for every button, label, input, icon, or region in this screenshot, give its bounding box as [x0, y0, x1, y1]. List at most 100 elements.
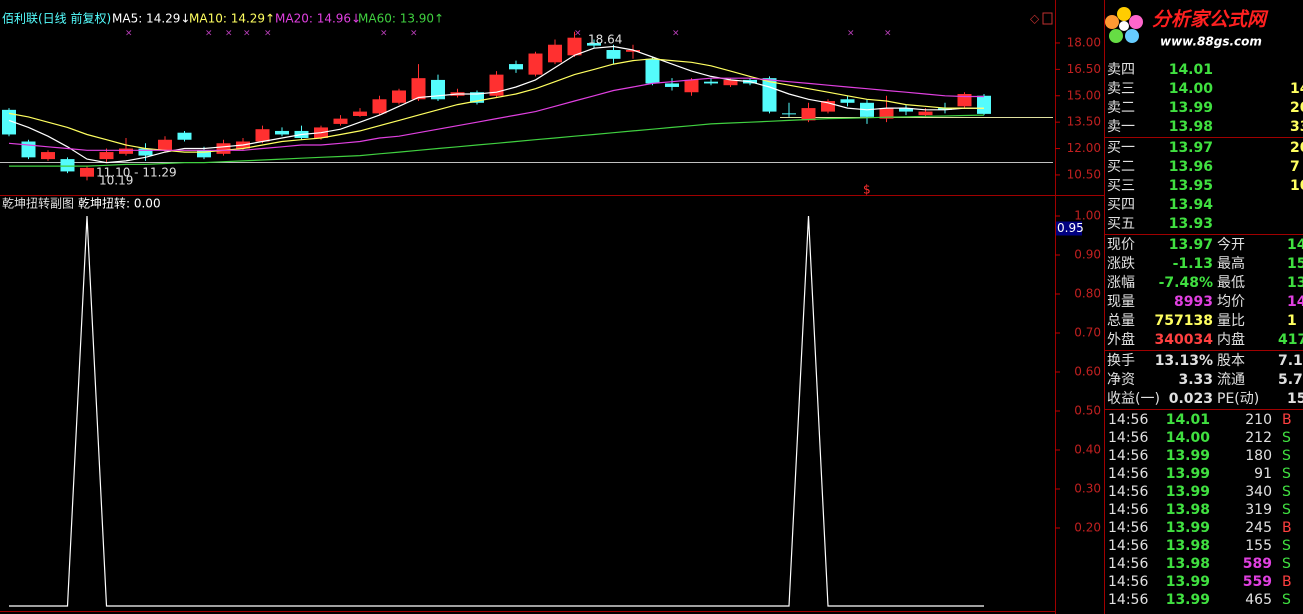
- petal: [1129, 15, 1143, 29]
- chart-title: 佰利联(日线 前复权): [2, 11, 111, 26]
- marker: ×: [574, 29, 582, 39]
- trade-price: 13.99: [1166, 574, 1210, 590]
- book-volume: 10: [1290, 178, 1303, 194]
- trade-time: 14:56: [1108, 484, 1148, 500]
- y-tick-label: 0.20: [1074, 521, 1101, 535]
- trade-volume: 340: [1245, 484, 1272, 500]
- candle-body: [197, 150, 211, 158]
- ma-line: [8, 77, 984, 151]
- candle-body: [216, 143, 231, 154]
- info-label: 外盘: [1107, 331, 1135, 348]
- trade-time: 14:56: [1108, 556, 1148, 572]
- info-value: -7.48%: [1159, 275, 1213, 291]
- trade-side: S: [1282, 484, 1291, 500]
- trade-price: 13.99: [1166, 448, 1210, 464]
- candle-body: [665, 83, 679, 87]
- candle-body: [431, 79, 445, 100]
- trade-side: B: [1282, 574, 1292, 590]
- chart-title: 乾坤扭转副图: [2, 196, 74, 211]
- y-tick-label: 1.00: [1074, 209, 1101, 223]
- marker: ×: [672, 29, 680, 39]
- trade-time: 14:56: [1108, 592, 1148, 608]
- info-label: 涨跌: [1107, 256, 1135, 272]
- legend-entry: MA5: 14.29↓: [112, 12, 190, 26]
- petal: [1105, 15, 1119, 29]
- info-value: 13.97: [1169, 237, 1213, 253]
- marker: ×: [264, 29, 272, 39]
- marker: ×: [243, 29, 251, 39]
- info-value: 15: [1287, 256, 1303, 272]
- marker: ×: [884, 29, 892, 39]
- book-price: 13.95: [1169, 178, 1213, 194]
- trade-price: 13.98: [1166, 502, 1210, 518]
- info-value: 5.77: [1278, 372, 1303, 388]
- info-label: 总量: [1107, 313, 1135, 329]
- icon[interactable]: ◇: [1030, 12, 1040, 26]
- candle-body: [567, 37, 582, 56]
- info-label: 最高: [1217, 255, 1245, 272]
- book-volume: 20: [1290, 100, 1303, 116]
- book-price: 14.00: [1169, 81, 1214, 97]
- y-tick-label: 13.50: [1067, 115, 1101, 129]
- candle-body: [645, 58, 660, 84]
- y-tick-label: 0.70: [1074, 326, 1101, 340]
- candle-body: [60, 159, 75, 172]
- logo-title: 分析家公式网: [1152, 9, 1269, 31]
- legend-entry: MA60: 13.90↑: [358, 12, 444, 26]
- candle-body: [158, 139, 172, 151]
- trade-time: 14:56: [1108, 430, 1148, 446]
- book-price: 13.97: [1169, 140, 1213, 156]
- candle-body: [489, 74, 504, 96]
- legend-entry: MA20: 14.96↓: [275, 12, 361, 26]
- candle-body: [99, 152, 114, 160]
- candle-body: [626, 50, 640, 52]
- marker: ×: [205, 29, 213, 39]
- trade-side: S: [1282, 592, 1291, 608]
- indicator-line: [9, 215, 984, 607]
- book-label: 买三: [1107, 178, 1135, 194]
- candle-body: [918, 111, 933, 116]
- trade-side: B: [1282, 412, 1292, 428]
- annotation: $: [863, 183, 871, 197]
- book-label: 卖四: [1107, 62, 1135, 78]
- info-value: 15: [1287, 391, 1303, 407]
- cursor-label: 0.95: [1057, 221, 1084, 235]
- candle-body: [977, 95, 991, 114]
- candle-body: [509, 64, 523, 70]
- info-value: 340034: [1155, 332, 1214, 348]
- book-price: 13.98: [1169, 119, 1213, 135]
- trade-volume: 210: [1245, 412, 1272, 428]
- candle-body: [372, 99, 387, 114]
- candle-body: [587, 42, 601, 46]
- candle-body: [782, 113, 796, 115]
- candle-body: [275, 130, 289, 135]
- ma-line: [9, 114, 985, 167]
- info-value: 8993: [1174, 294, 1213, 310]
- trade-volume: 245: [1245, 520, 1272, 536]
- signal-markers: × × × × × × × × × × ×: [125, 29, 892, 39]
- book-volume: 14: [1290, 81, 1303, 97]
- trade-volume: 155: [1245, 538, 1272, 554]
- trade-price: 13.99: [1166, 520, 1210, 536]
- info-value: 757138: [1155, 313, 1213, 329]
- trade-price: 14.00: [1166, 430, 1211, 446]
- y-tick-label: 0.60: [1074, 365, 1101, 379]
- book-label: 买四: [1107, 197, 1135, 213]
- candle-body: [606, 50, 621, 59]
- info-label: 现价: [1107, 237, 1135, 253]
- candle-body: [255, 129, 270, 142]
- logo-url: www.88gs.com: [1160, 35, 1262, 49]
- legend-entry: 乾坤扭转: 0.00: [78, 196, 161, 211]
- y-tick-label: 0.50: [1074, 404, 1101, 418]
- candle-body: [840, 99, 855, 103]
- trade-price: 14.01: [1166, 412, 1210, 428]
- book-label: 买一: [1107, 140, 1135, 156]
- candle-body: [2, 109, 16, 135]
- icon[interactable]: [1042, 12, 1053, 25]
- y-tick-label: 15.00: [1067, 88, 1101, 102]
- trade-volume: 212: [1245, 430, 1272, 446]
- info-value: 7.15: [1278, 353, 1303, 369]
